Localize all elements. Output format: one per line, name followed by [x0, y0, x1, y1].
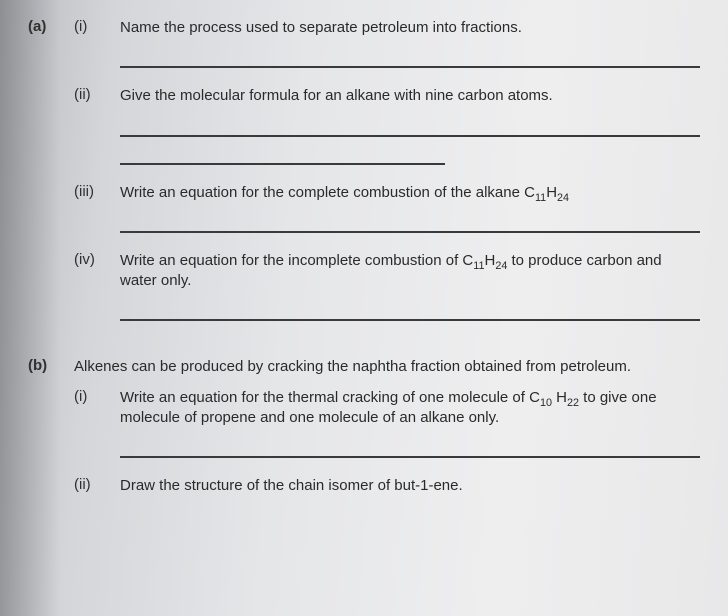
- question-a-i: (a) (i) Name the process used to separat…: [28, 18, 700, 68]
- exam-page: (a) (i) Name the process used to separat…: [0, 0, 728, 616]
- question-text-a-ii: Give the molecular formula for an alkane…: [120, 86, 700, 106]
- question-text-a-i: Name the process used to separate petrol…: [120, 18, 700, 38]
- question-a-iv: (iv) Write an equation for the incomplet…: [28, 251, 700, 322]
- answer-line: [120, 66, 700, 68]
- subscript: 22: [567, 397, 579, 409]
- section-label-a: (a): [28, 18, 74, 35]
- part-label-a-iii: (iii): [74, 183, 120, 200]
- part-label-a-iv: (iv): [74, 251, 120, 268]
- text-mid: H: [552, 389, 567, 406]
- section-b-intro: (b) Alkenes can be produced by cracking …: [28, 357, 700, 377]
- subscript: 24: [557, 192, 569, 204]
- text-mid: H: [484, 252, 495, 269]
- text-pre: Write an equation for the incomplete com…: [120, 252, 473, 269]
- part-label-b-ii: (ii): [74, 476, 120, 493]
- section-label-b: (b): [28, 357, 74, 374]
- text-pre: Write an equation for the thermal cracki…: [120, 389, 540, 406]
- question-text-a-iii: Write an equation for the complete combu…: [120, 183, 700, 203]
- text-pre: Write an equation for the complete combu…: [120, 184, 535, 201]
- question-text-b-i: Write an equation for the thermal cracki…: [120, 388, 700, 429]
- answer-line: [120, 319, 700, 321]
- answer-line: [120, 456, 700, 458]
- intro-text-b: Alkenes can be produced by cracking the …: [74, 357, 700, 377]
- question-text-a-iv: Write an equation for the incomplete com…: [120, 251, 700, 292]
- subscript: 10: [540, 397, 552, 409]
- subscript: 11: [473, 260, 484, 272]
- answer-line: [120, 231, 700, 233]
- question-b-ii: (ii) Draw the structure of the chain iso…: [28, 476, 700, 496]
- part-label-a-ii: (ii): [74, 86, 120, 103]
- text-mid: H: [546, 184, 557, 201]
- answer-line: [120, 163, 445, 165]
- answer-line: [120, 135, 700, 137]
- question-a-ii: (ii) Give the molecular formula for an a…: [28, 86, 700, 164]
- question-b-i: (i) Write an equation for the thermal cr…: [28, 388, 700, 459]
- part-label-a-i: (i): [74, 18, 120, 35]
- question-a-iii: (iii) Write an equation for the complete…: [28, 183, 700, 233]
- subscript: 24: [495, 260, 507, 272]
- question-text-b-ii: Draw the structure of the chain isomer o…: [120, 476, 700, 496]
- subscript: 11: [535, 192, 546, 204]
- part-label-b-i: (i): [74, 388, 120, 405]
